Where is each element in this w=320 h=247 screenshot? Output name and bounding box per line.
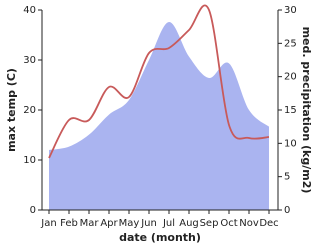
x-tick-label: Apr — [100, 218, 118, 229]
y2-tick-label: 30 — [284, 5, 297, 16]
x-tick-label: May — [119, 218, 140, 229]
y2-tick-label: 20 — [284, 72, 297, 83]
y2-tick-label: 5 — [284, 172, 290, 183]
y2-tick-label: 15 — [284, 105, 297, 116]
x-tick-label: Feb — [60, 218, 78, 229]
y-tick-label: 10 — [23, 155, 36, 166]
x-tick-label: Sep — [200, 218, 219, 229]
y-tick-label: 40 — [23, 5, 36, 16]
line — [48, 4, 270, 159]
x-tick-label: Mar — [80, 218, 100, 229]
x-tick-label: Nov — [239, 218, 259, 229]
x-axis-label: date (month) — [119, 231, 201, 244]
area — [49, 21, 269, 210]
y2-axis-label: med. precipitation (kg/m2) — [300, 27, 313, 194]
x-tick-label: Jul — [162, 218, 175, 229]
y-tick-label: 30 — [23, 55, 36, 66]
x-tick-label: Dec — [259, 218, 278, 229]
x-tick-label: Jan — [40, 218, 56, 229]
x-tick-label: Aug — [179, 218, 199, 229]
y2-tick-label: 10 — [284, 138, 297, 149]
y-tick-label: 0 — [30, 205, 36, 216]
x-tick-label: Oct — [220, 218, 237, 229]
y2-tick-label: 25 — [284, 38, 297, 49]
y-axis-label: max temp (C) — [5, 68, 18, 152]
x-tick-label: Jun — [140, 218, 157, 229]
y-tick-label: 20 — [23, 105, 36, 116]
y2-tick-label: 0 — [284, 205, 290, 216]
